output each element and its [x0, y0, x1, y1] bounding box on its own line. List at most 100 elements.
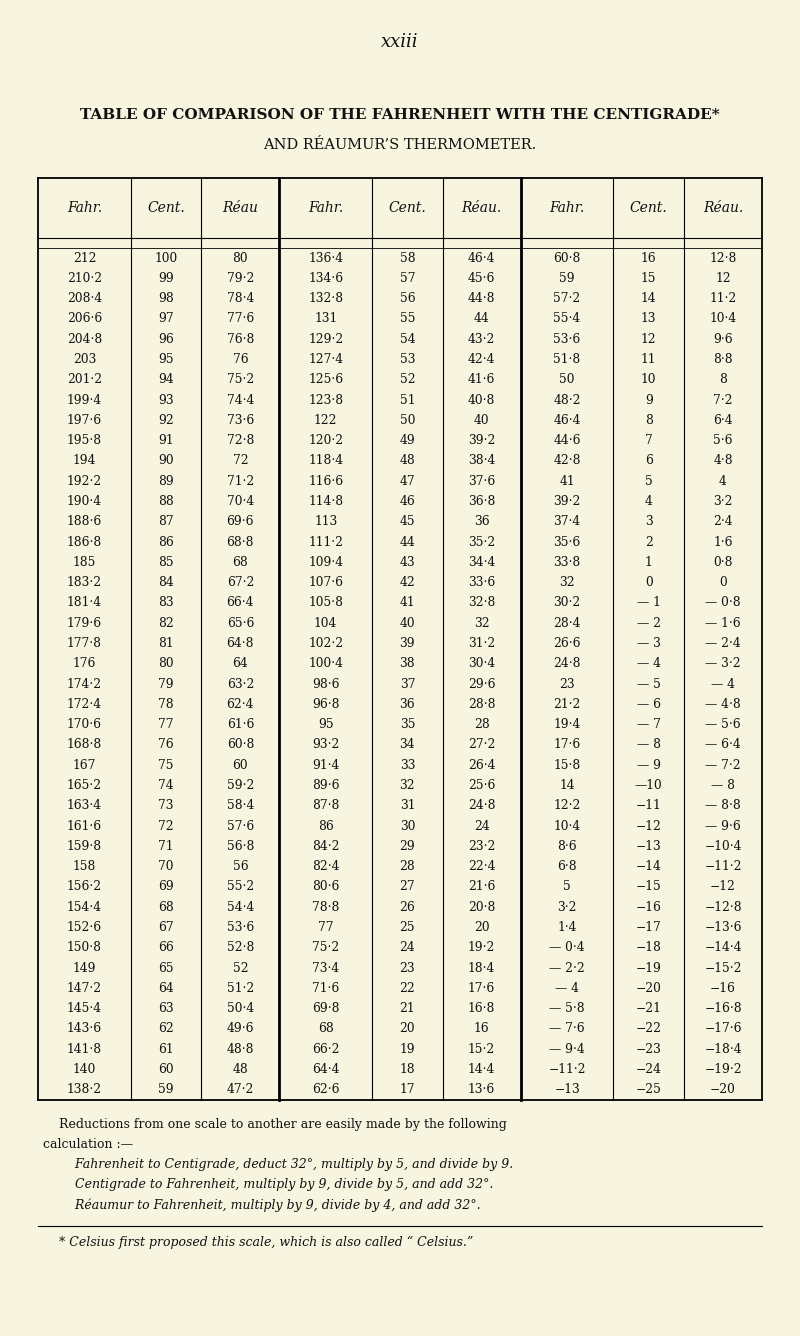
- Text: 60: 60: [158, 1063, 174, 1075]
- Text: 71·6: 71·6: [312, 982, 339, 995]
- Text: 54·4: 54·4: [226, 900, 254, 914]
- Text: 109·4: 109·4: [308, 556, 343, 569]
- Text: 21·6: 21·6: [468, 880, 495, 894]
- Text: 20: 20: [474, 921, 490, 934]
- Text: 129·2: 129·2: [308, 333, 343, 346]
- Text: 136·4: 136·4: [308, 251, 343, 265]
- Text: xxiii: xxiii: [382, 33, 418, 51]
- Text: 47·2: 47·2: [226, 1083, 254, 1097]
- Text: 82·4: 82·4: [312, 860, 339, 874]
- Text: 76: 76: [233, 353, 248, 366]
- Text: 84: 84: [158, 576, 174, 589]
- Text: 125·6: 125·6: [308, 373, 343, 386]
- Text: 3: 3: [645, 516, 653, 528]
- Text: 60·8: 60·8: [554, 251, 581, 265]
- Text: 85: 85: [158, 556, 174, 569]
- Text: — 5·8: — 5·8: [550, 1002, 585, 1015]
- Text: 56: 56: [233, 860, 248, 874]
- Text: — 4: — 4: [711, 677, 735, 691]
- Text: — 9·4: — 9·4: [550, 1043, 585, 1055]
- Text: 46·4: 46·4: [468, 251, 495, 265]
- Text: 5·6: 5·6: [714, 434, 733, 448]
- Text: 98: 98: [158, 293, 174, 305]
- Text: 107·6: 107·6: [308, 576, 343, 589]
- Text: 21·2: 21·2: [554, 697, 581, 711]
- Text: −18·4: −18·4: [704, 1043, 742, 1055]
- Text: — 9: — 9: [637, 759, 661, 772]
- Text: 54: 54: [400, 333, 415, 346]
- Text: 51·8: 51·8: [554, 353, 581, 366]
- Text: 104: 104: [314, 617, 338, 629]
- Text: 41·6: 41·6: [468, 373, 495, 386]
- Text: 174·2: 174·2: [67, 677, 102, 691]
- Text: 40: 40: [400, 617, 415, 629]
- Text: 24: 24: [399, 942, 415, 954]
- Text: 12: 12: [715, 273, 731, 285]
- Text: −15: −15: [636, 880, 662, 894]
- Text: — 3·2: — 3·2: [706, 657, 741, 671]
- Text: 12·2: 12·2: [554, 799, 581, 812]
- Text: 25: 25: [400, 921, 415, 934]
- Text: 10·4: 10·4: [710, 313, 737, 326]
- Text: calculation :—: calculation :—: [43, 1138, 133, 1152]
- Text: Reductions from one scale to another are easily made by the following: Reductions from one scale to another are…: [43, 1118, 507, 1132]
- Text: 185: 185: [73, 556, 96, 569]
- Text: 80: 80: [158, 657, 174, 671]
- Text: 86: 86: [158, 536, 174, 549]
- Text: 91·4: 91·4: [312, 759, 339, 772]
- Text: 39·2: 39·2: [468, 434, 495, 448]
- Text: 12: 12: [641, 333, 657, 346]
- Text: 36: 36: [474, 516, 490, 528]
- Text: 186·8: 186·8: [66, 536, 102, 549]
- Text: 47: 47: [400, 474, 415, 488]
- Text: 78: 78: [158, 697, 174, 711]
- Text: — 4·8: — 4·8: [705, 697, 741, 711]
- Text: 35·2: 35·2: [468, 536, 495, 549]
- Text: 15·2: 15·2: [468, 1043, 495, 1055]
- Text: 0·8: 0·8: [714, 556, 733, 569]
- Text: 31: 31: [400, 799, 415, 812]
- Text: −17: −17: [636, 921, 662, 934]
- Text: — 0·4: — 0·4: [550, 942, 585, 954]
- Text: 14: 14: [559, 779, 575, 792]
- Text: 88: 88: [158, 496, 174, 508]
- Text: 68: 68: [233, 556, 248, 569]
- Text: −11·2: −11·2: [548, 1063, 586, 1075]
- Text: −13: −13: [636, 840, 662, 852]
- Text: 3·2: 3·2: [714, 496, 733, 508]
- Text: −16·8: −16·8: [704, 1002, 742, 1015]
- Text: 127·4: 127·4: [308, 353, 343, 366]
- Text: 91: 91: [158, 434, 174, 448]
- Text: 99: 99: [158, 273, 174, 285]
- Text: 67·2: 67·2: [226, 576, 254, 589]
- Text: 39: 39: [400, 637, 415, 651]
- Text: 168·8: 168·8: [66, 739, 102, 751]
- Text: 177·8: 177·8: [67, 637, 102, 651]
- Text: 50: 50: [559, 373, 575, 386]
- Text: — 4: — 4: [637, 657, 661, 671]
- Text: 69·6: 69·6: [226, 516, 254, 528]
- Text: 1·4: 1·4: [558, 921, 577, 934]
- Text: 26: 26: [399, 900, 415, 914]
- Text: 49: 49: [399, 434, 415, 448]
- Text: 16·8: 16·8: [468, 1002, 495, 1015]
- Text: 28: 28: [474, 719, 490, 731]
- Text: 52·8: 52·8: [226, 942, 254, 954]
- Text: 15: 15: [641, 273, 657, 285]
- Text: 34: 34: [400, 739, 415, 751]
- Text: 53·6: 53·6: [554, 333, 581, 346]
- Text: — 3: — 3: [637, 637, 661, 651]
- Text: Fahr.: Fahr.: [550, 200, 585, 215]
- Text: 32: 32: [474, 617, 490, 629]
- Text: 167: 167: [73, 759, 96, 772]
- Text: 102·2: 102·2: [308, 637, 343, 651]
- Text: 154·4: 154·4: [67, 900, 102, 914]
- Text: 188·6: 188·6: [66, 516, 102, 528]
- Text: 4·8: 4·8: [714, 454, 733, 468]
- Text: 66: 66: [158, 942, 174, 954]
- Text: 8·8: 8·8: [714, 353, 733, 366]
- Text: 97: 97: [158, 313, 174, 326]
- Text: −24: −24: [636, 1063, 662, 1075]
- Text: 6·4: 6·4: [714, 414, 733, 428]
- Text: 24·8: 24·8: [468, 799, 495, 812]
